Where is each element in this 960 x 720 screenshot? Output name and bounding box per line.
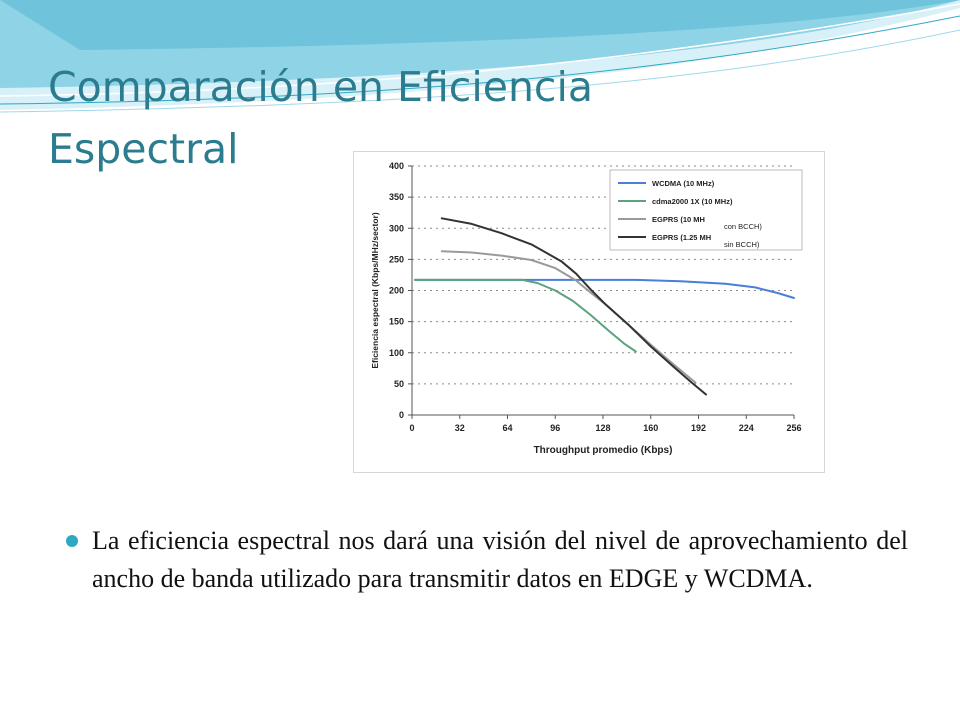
x-axis-label: Throughput promedio (Kbps) — [534, 445, 673, 456]
wave-line-3 — [0, 29, 960, 113]
bullet-item: La eficiencia espectral nos dará una vis… — [66, 522, 908, 598]
wave-decoration — [0, 0, 960, 113]
x-tick-label: 128 — [595, 423, 610, 433]
series-line — [414, 278, 795, 299]
series-line — [440, 217, 707, 396]
y-tick-label: 350 — [389, 192, 404, 202]
legend-label: cdma2000 1X (10 MHz) — [652, 197, 733, 206]
x-tick-label: 256 — [786, 423, 801, 433]
chart-frame: 0 50 100 150 200 250 300 350 400 0 32 64 96 128 160 192… — [353, 151, 825, 473]
x-tick-label: 192 — [691, 423, 706, 433]
slide-title-line-1: Comparación en Eficiencia — [48, 63, 593, 111]
x-tick-label: 64 — [502, 423, 512, 433]
y-tick-label: 150 — [389, 317, 404, 327]
wave-line-2 — [0, 15, 960, 105]
y-tick-label: 50 — [394, 379, 404, 389]
line-chart: 0 50 100 150 200 250 300 350 400 0 32 64 96 128 160 192… — [370, 161, 803, 456]
x-tick-label: 160 — [643, 423, 658, 433]
y-tick-label: 250 — [389, 254, 404, 264]
bullet-text: La eficiencia espectral nos dará una vis… — [92, 526, 908, 593]
x-tick-label: 96 — [550, 423, 560, 433]
wave-band-top — [0, 0, 960, 50]
series-line — [440, 250, 697, 384]
y-tick-label: 400 — [389, 161, 404, 171]
y-tick-label: 100 — [389, 348, 404, 358]
wave-line-1 — [0, 3, 960, 97]
legend-note: sin BCCH) — [724, 240, 760, 249]
y-axis-label: Eficiencia espectral (Kbps/MHz/sector) — [370, 212, 380, 369]
x-tick-label: 224 — [739, 423, 754, 433]
x-tick-label: 32 — [455, 423, 465, 433]
slide-title-line-2: Espectral — [48, 125, 239, 173]
legend-label: WCDMA (10 MHz) — [652, 179, 715, 188]
bullet-dot-icon — [66, 535, 78, 547]
series-line — [414, 278, 637, 353]
legend-note: con BCCH) — [724, 222, 762, 231]
x-tick-label: 0 — [409, 423, 414, 433]
legend-label: EGPRS (10 MH — [652, 215, 705, 224]
slide-title: Comparación en Eficiencia Espectral — [48, 56, 688, 180]
y-tick-label: 0 — [399, 410, 404, 420]
y-tick-label: 200 — [389, 286, 404, 296]
legend-label: EGPRS (1.25 MH — [652, 233, 711, 242]
y-tick-label: 300 — [389, 223, 404, 233]
